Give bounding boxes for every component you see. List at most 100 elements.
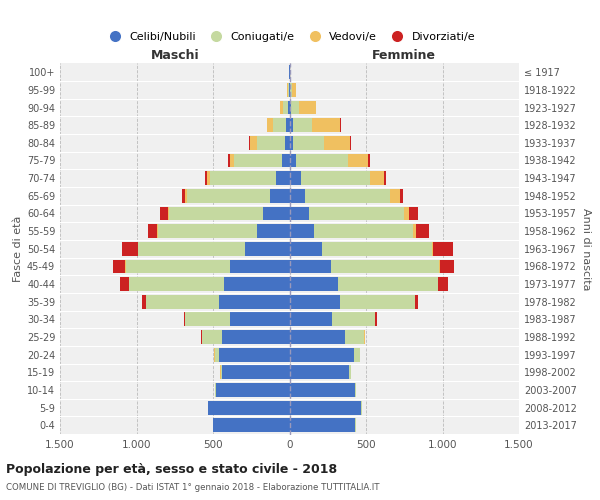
Bar — [433, 242, 453, 256]
Bar — [122, 242, 138, 256]
Bar — [257, 136, 285, 149]
Bar — [289, 83, 290, 96]
Bar — [368, 154, 370, 168]
Bar — [119, 277, 128, 291]
Bar — [222, 330, 290, 344]
Bar — [249, 136, 250, 149]
Bar — [205, 171, 207, 185]
Bar — [290, 348, 354, 362]
Bar — [126, 260, 230, 274]
Bar — [291, 100, 299, 114]
Bar — [290, 171, 301, 185]
Bar — [290, 118, 293, 132]
Bar — [288, 83, 289, 96]
Bar — [290, 330, 344, 344]
Bar — [263, 206, 290, 220]
Bar — [228, 154, 230, 168]
Bar — [158, 224, 257, 238]
Bar — [185, 189, 187, 202]
Bar — [216, 383, 290, 397]
Bar — [290, 277, 338, 291]
Bar — [338, 277, 438, 291]
Y-axis label: Fasce di età: Fasce di età — [13, 216, 23, 282]
Bar — [169, 206, 263, 220]
Bar — [290, 154, 296, 168]
Bar — [416, 224, 429, 238]
Bar — [202, 330, 222, 344]
Bar — [404, 206, 409, 220]
Text: Popolazione per età, sesso e stato civile - 2018: Popolazione per età, sesso e stato civil… — [6, 462, 337, 475]
Bar — [293, 118, 313, 132]
Bar — [290, 242, 322, 256]
Bar — [282, 154, 290, 168]
Bar — [222, 366, 290, 379]
Bar — [213, 418, 290, 432]
Bar — [290, 366, 349, 379]
Bar — [310, 206, 404, 220]
Bar — [290, 224, 314, 238]
Bar — [272, 118, 286, 132]
Bar — [185, 312, 230, 326]
Bar — [283, 100, 288, 114]
Bar — [290, 136, 293, 149]
Bar — [266, 118, 272, 132]
Bar — [290, 83, 292, 96]
Bar — [391, 189, 400, 202]
Bar — [290, 295, 340, 308]
Bar — [290, 401, 361, 414]
Bar — [276, 171, 290, 185]
Bar — [313, 118, 340, 132]
Bar — [332, 312, 375, 326]
Bar — [138, 242, 245, 256]
Bar — [290, 312, 332, 326]
Bar — [349, 366, 350, 379]
Bar — [257, 224, 290, 238]
Bar — [187, 189, 269, 202]
Bar — [340, 118, 341, 132]
Bar — [290, 383, 355, 397]
Bar — [142, 295, 146, 308]
Bar — [210, 171, 276, 185]
Bar — [207, 171, 210, 185]
Bar — [290, 418, 355, 432]
Bar — [296, 154, 347, 168]
Bar — [409, 206, 418, 220]
Bar — [285, 136, 290, 149]
Bar — [440, 260, 454, 274]
Bar — [324, 136, 350, 149]
Bar — [383, 171, 386, 185]
Bar — [290, 189, 305, 202]
Bar — [314, 224, 413, 238]
Bar — [182, 189, 185, 202]
Legend: Celibi/Nubili, Coniugati/e, Vedovi/e, Divorziati/e: Celibi/Nubili, Coniugati/e, Vedovi/e, Di… — [100, 27, 479, 46]
Bar — [290, 206, 310, 220]
Bar — [439, 260, 440, 274]
Bar — [376, 312, 377, 326]
Bar — [344, 330, 364, 344]
Bar — [215, 348, 219, 362]
Bar — [224, 277, 290, 291]
Bar — [219, 295, 290, 308]
Bar — [347, 154, 368, 168]
Bar — [301, 171, 370, 185]
Bar — [245, 242, 290, 256]
Bar — [230, 312, 290, 326]
Bar — [230, 154, 235, 168]
Bar — [355, 383, 356, 397]
Bar — [286, 118, 290, 132]
Text: Femmine: Femmine — [372, 48, 436, 62]
Bar — [146, 295, 219, 308]
Bar — [250, 136, 257, 149]
Bar — [290, 100, 291, 114]
Bar — [269, 189, 290, 202]
Bar — [160, 206, 168, 220]
Bar — [305, 189, 391, 202]
Bar — [322, 242, 432, 256]
Bar — [113, 260, 125, 274]
Bar — [219, 348, 290, 362]
Bar — [415, 295, 418, 308]
Bar — [208, 401, 290, 414]
Bar — [292, 83, 296, 96]
Bar — [439, 277, 448, 291]
Bar — [354, 348, 360, 362]
